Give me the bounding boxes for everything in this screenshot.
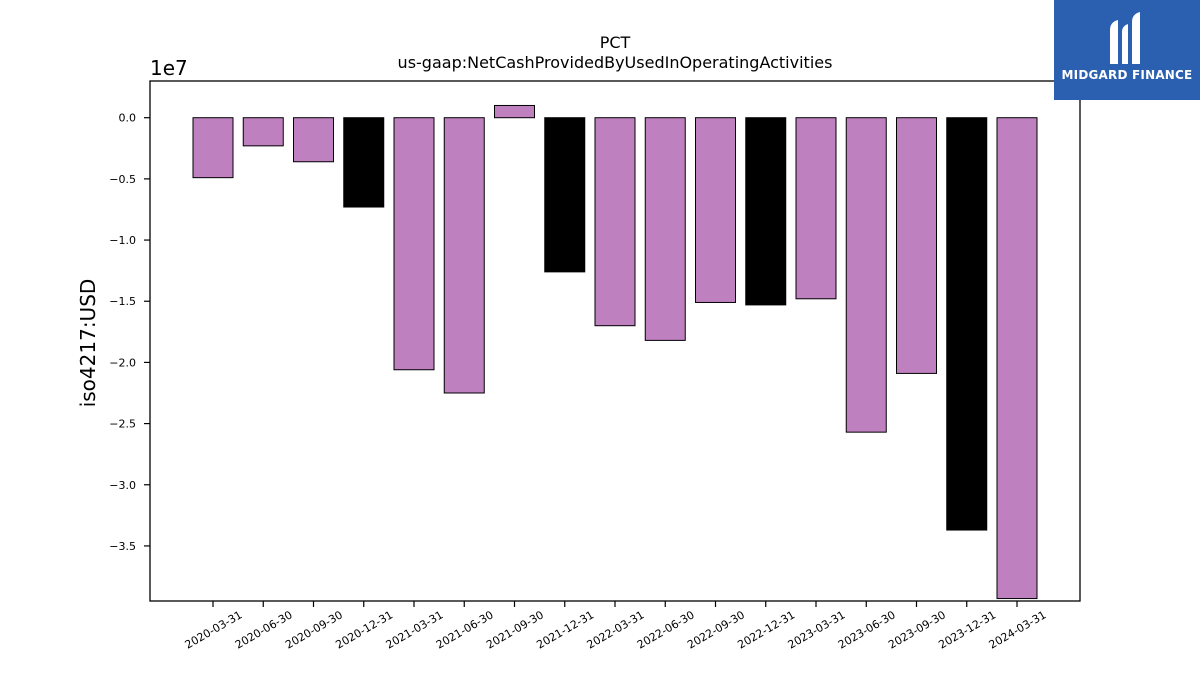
bar (946, 117, 988, 531)
bar (695, 117, 736, 303)
y-tick-label: −2.5 (109, 418, 136, 431)
y-tick-label: −1.5 (109, 295, 136, 308)
bar (242, 117, 284, 147)
y-tick-label: −2.0 (109, 356, 136, 369)
logo-text: MIDGARD FINANCE (1061, 68, 1193, 82)
bar (393, 117, 435, 371)
bar (343, 117, 385, 208)
chart-title: PCT (599, 33, 631, 52)
bar (996, 117, 1038, 600)
y-axis-label: iso4217:USD (76, 278, 100, 408)
company-logo: MIDGARD FINANCE (1054, 0, 1200, 100)
bar (745, 117, 787, 306)
y-axis-scale-label: 1e7 (150, 56, 188, 80)
x-tick-label: 2024-03-31 (987, 608, 1049, 651)
bar (845, 117, 887, 433)
bar (544, 117, 586, 273)
bar (594, 117, 636, 327)
midgard-logo-icon (1110, 12, 1140, 64)
bar (896, 117, 937, 374)
y-tick-label: −0.5 (109, 173, 136, 186)
y-tick-label: −3.5 (109, 540, 136, 553)
bar (795, 117, 837, 300)
chart-subtitle: us-gaap:NetCashProvidedByUsedInOperating… (397, 53, 833, 72)
bar (443, 117, 485, 394)
y-tick-label: −1.0 (109, 234, 136, 247)
bar (192, 117, 234, 179)
bar (293, 117, 334, 163)
bar (644, 117, 686, 341)
y-tick-label: 0.0 (119, 112, 137, 125)
bar (494, 104, 535, 119)
y-tick-label: −3.0 (109, 479, 136, 492)
